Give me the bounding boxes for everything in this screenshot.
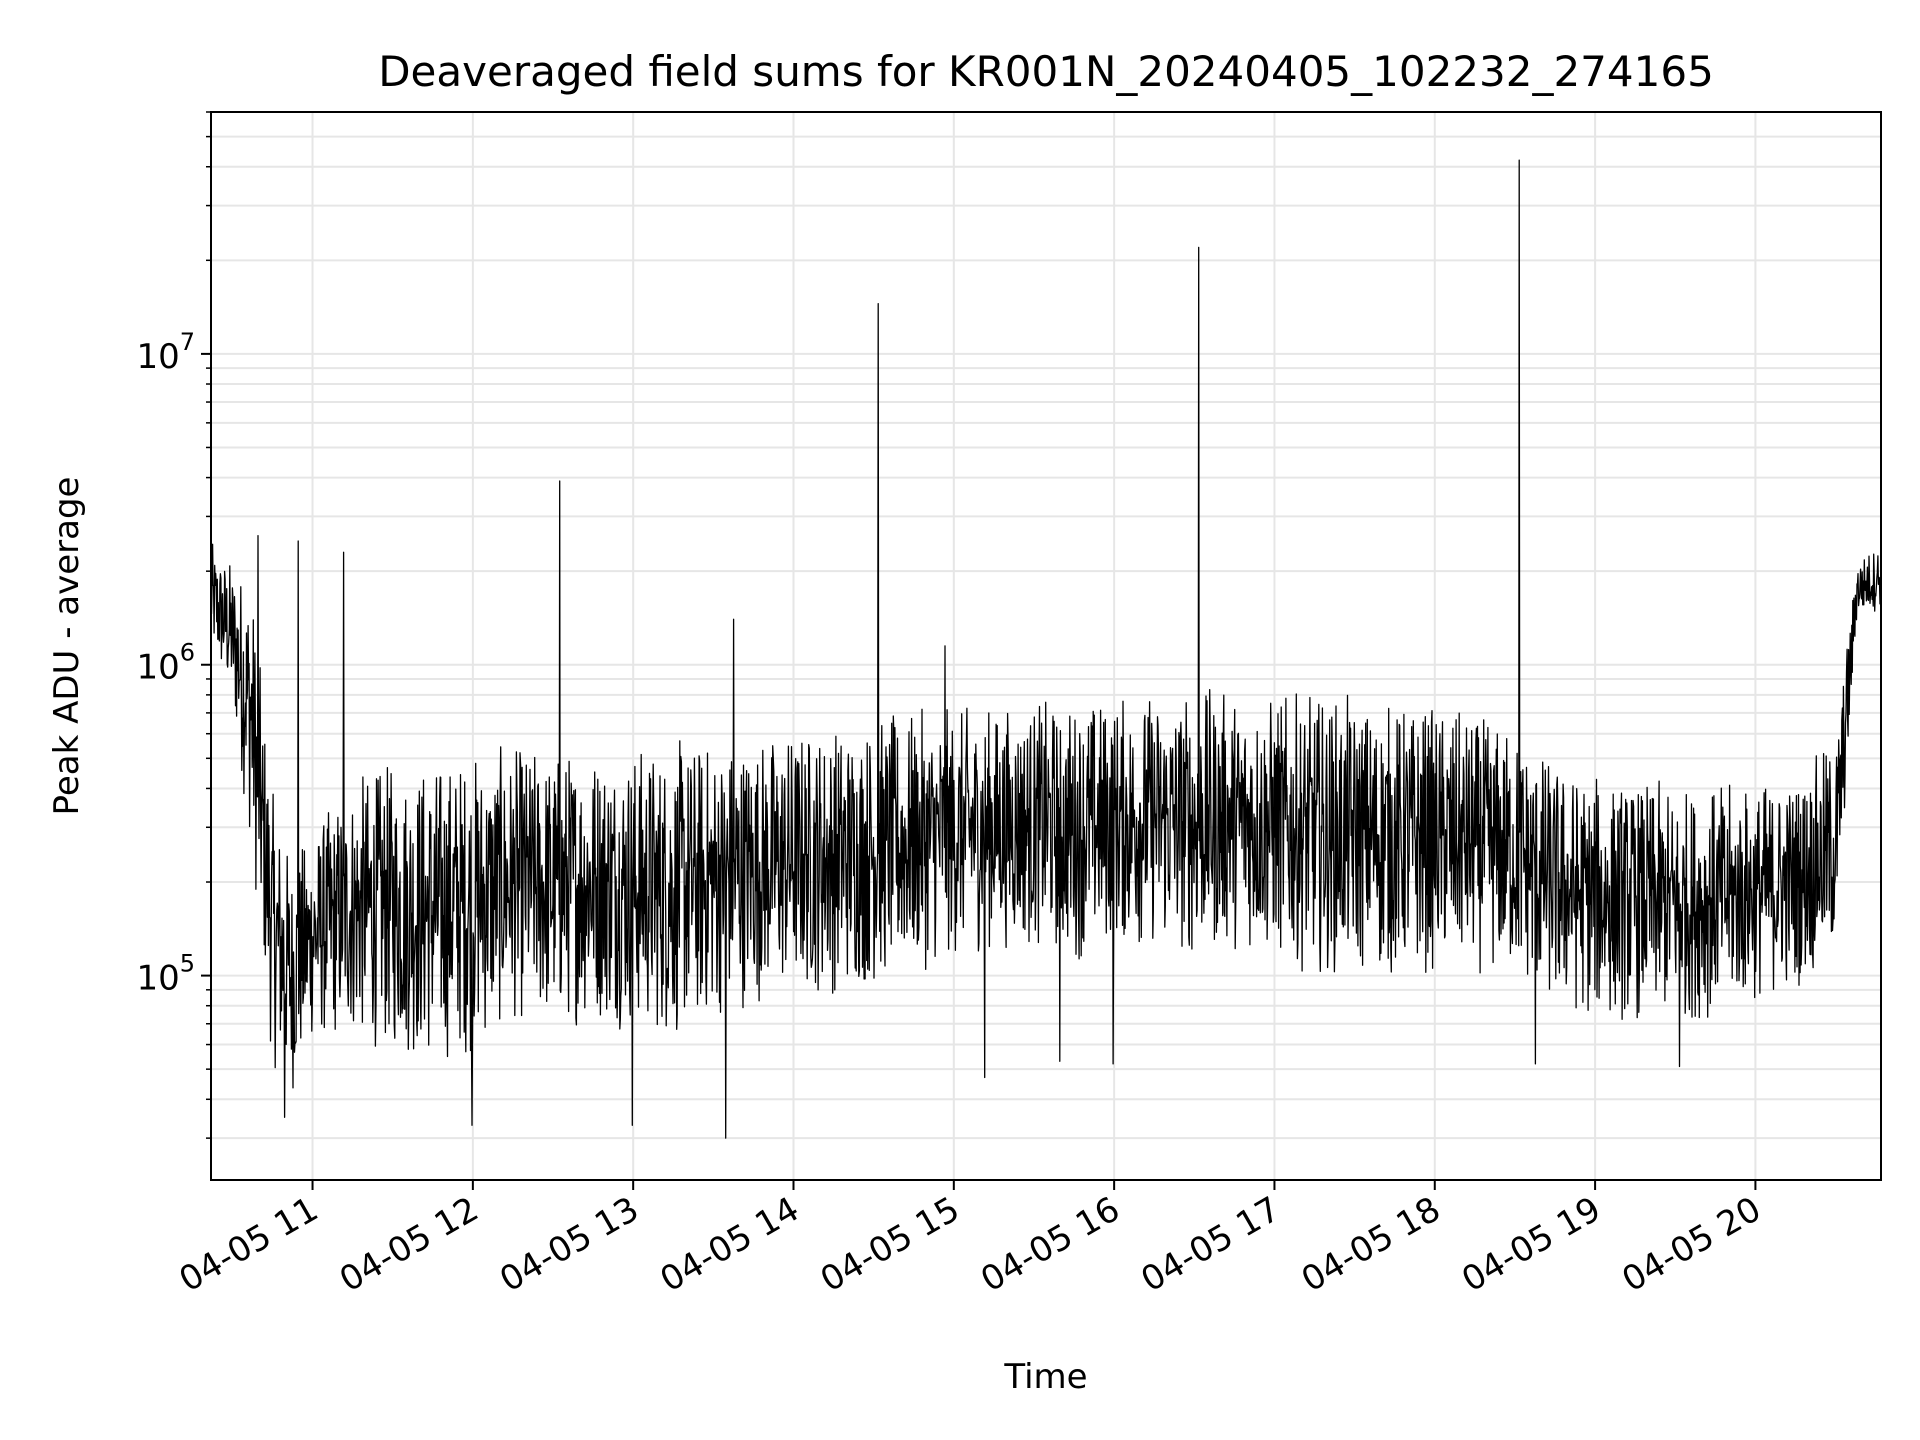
y-tick-label-base: 10 [136,959,179,999]
y-tick-label-exponent: 7 [180,328,195,356]
y-axis-label: Peak ADU - average [47,477,87,816]
series-line [210,159,1882,1139]
y-tick-label-base: 10 [136,337,179,377]
y-tick-label: 106 [136,639,195,688]
y-tick-label: 107 [136,328,195,377]
y-tick-label-exponent: 5 [180,950,195,978]
y-tick-label-exponent: 6 [180,639,195,667]
y-tick-label: 105 [136,950,195,999]
plot-area-frame [210,111,1882,1181]
data-series [210,159,1882,1139]
y-tick-label-base: 10 [136,648,179,688]
chart-title: Deaveraged field sums for KR001N_2024040… [378,47,1714,96]
x-axis-label: Time [1003,1357,1087,1397]
